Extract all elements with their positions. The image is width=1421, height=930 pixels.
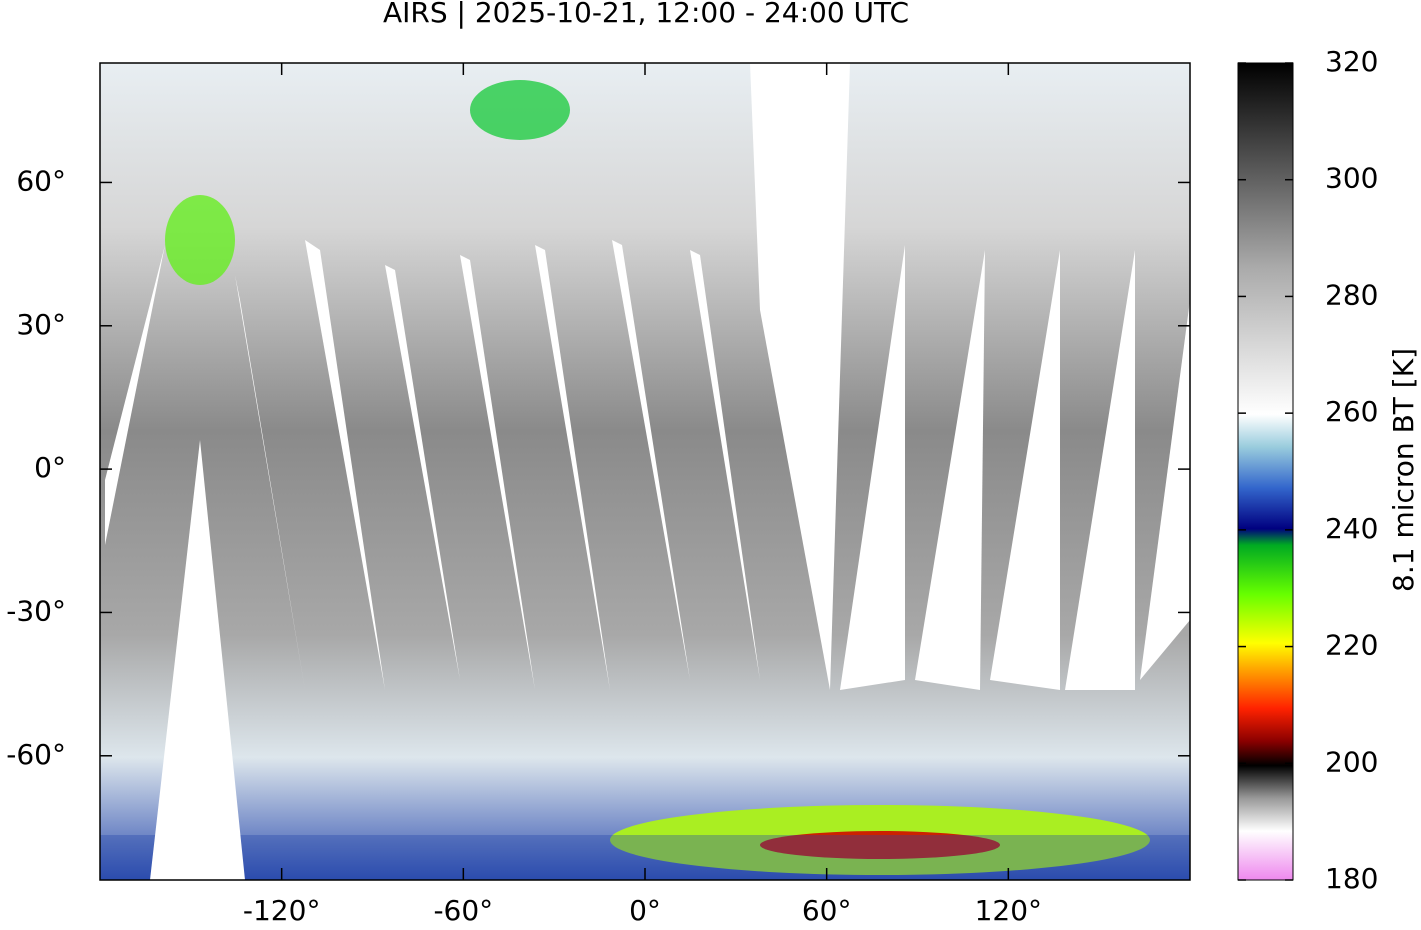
- map-imagery: [99, 62, 1191, 881]
- colorbar-tick-label: 300: [1325, 162, 1378, 195]
- colorbar-tick-label: 280: [1325, 278, 1378, 311]
- y-tick-label: -30°: [6, 594, 66, 627]
- x-tick-label: 120°: [975, 894, 1042, 927]
- x-tick-label: -120°: [243, 894, 321, 927]
- colorbar-label: 8.1 micron BT [K]: [1387, 348, 1420, 592]
- colorbar: [1237, 62, 1294, 881]
- colorbar-tick-label: 180: [1325, 862, 1378, 895]
- x-tick-label: 0°: [629, 894, 661, 927]
- y-tick-label: -60°: [6, 738, 66, 771]
- colorbar-tick-label: 320: [1325, 45, 1378, 78]
- title: AIRS | 2025-10-21, 12:00 - 24:00 UTC: [383, 0, 909, 29]
- colorbar-tick-label: 260: [1325, 395, 1378, 428]
- colorbar-tick-label: 220: [1325, 629, 1378, 662]
- y-tick-label: 60°: [16, 164, 66, 197]
- x-tick-label: 60°: [802, 894, 852, 927]
- colorbar-tick-label: 200: [1325, 745, 1378, 778]
- x-tick-label: -60°: [433, 894, 493, 927]
- y-tick-label: 30°: [16, 308, 66, 341]
- colorbar-tick-label: 240: [1325, 512, 1378, 545]
- y-tick-label: 0°: [34, 451, 66, 484]
